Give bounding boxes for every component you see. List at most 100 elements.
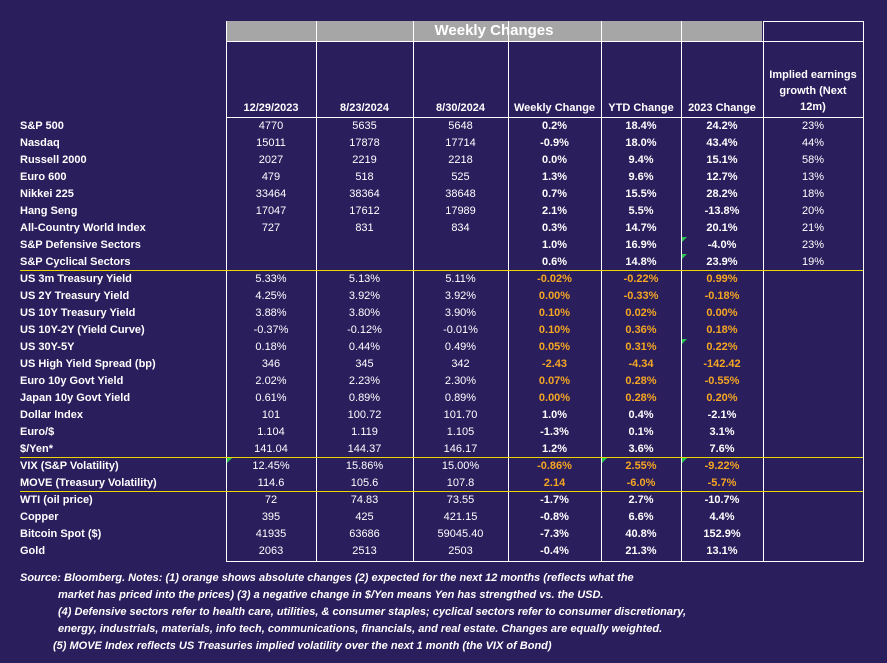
table-cell: 0.10% [538,324,571,336]
table-cell: 14.8% [625,256,657,268]
table-cell: 74.83 [350,494,379,506]
table-cell [316,237,413,254]
table-cell: 152.9% [703,528,741,540]
table-cell: 24.2% [706,120,738,132]
table-cell: 3.6% [628,443,654,455]
table-cell: 0.2% [541,120,568,132]
table-cell: 345 [355,358,374,370]
table-cell [763,475,863,492]
table-cell [763,373,863,390]
table-cell: 4.25% [255,290,287,302]
row-label: MOVE (Treasury Volatility) [20,477,157,489]
table-cell: 15.00% [441,460,480,472]
table-cell [763,322,863,339]
table-cell: 1.104 [257,426,285,438]
table-cell: 5648 [448,120,473,132]
table-cell: -2.43 [541,358,568,370]
table-cell: 3.92% [348,290,381,302]
row-label: Euro 600 [20,171,67,183]
note-line: (5) MOVE Index reflects US Treasuries im… [53,640,552,652]
table-cell: 0.49% [444,341,477,353]
note-line: energy, industrials, materials, info tec… [58,623,663,635]
row-label: Hang Seng [20,205,78,217]
row-label: Nasdaq [20,137,60,149]
table-cell: -0.37% [253,324,289,336]
row-label: Euro 10y Govt Yield [20,375,124,387]
table-cell: 0.36% [625,324,657,336]
table-cell: 23.9% [706,256,738,268]
header-divider [226,41,863,42]
table-cell: -0.12% [347,324,382,336]
table-cell: -0.8% [540,511,569,523]
table-cell: -4.34 [628,358,654,370]
column-header-implied: growth (Next [779,85,847,97]
table-cell: 101 [261,409,281,421]
table-cell [763,424,863,441]
table-cell: 15.1% [706,154,738,166]
row-label: S&P 500 [20,120,64,132]
table-cell [316,254,413,271]
table-cell: 107.8 [446,477,475,489]
column-header: YTD Change [608,102,674,114]
table-cell: 12.7% [706,171,738,183]
table-cell: 421.15 [443,511,478,523]
table-cell: 2503 [448,545,473,557]
table-cell: -9.22% [704,460,740,472]
table-cell: 1.3% [541,171,568,183]
cell-marker [602,458,607,463]
table-cell: 2.14 [543,477,566,489]
row-label: Russell 2000 [20,154,87,166]
table-cell: 15.5% [625,188,657,200]
table-cell: 3.92% [444,290,477,302]
table-cell: 0.02% [625,307,657,319]
column-header: Weekly Change [513,102,596,114]
table-title: Weekly Changes [226,21,762,41]
table-cell: 1.105 [446,426,475,438]
table-cell [763,339,863,356]
table-cell [763,271,863,288]
table-cell: 5.13% [348,273,381,285]
table-cell: 1.2% [541,443,568,455]
table-cell: 20.1% [706,222,738,234]
row-label: Bitcoin Spot ($) [20,528,102,540]
table-cell: 5.33% [255,273,287,285]
row-label: Japan 10y Govt Yield [20,392,131,404]
row-label: US High Yield Spread (bp) [20,358,156,370]
row-label: Nikkei 225 [20,188,74,200]
table-cell: 0.00% [706,307,738,319]
table-cell [763,407,863,424]
table-cell: 5.11% [445,273,476,285]
table-cell: 17612 [349,205,380,217]
table-cell: 18.0% [625,137,657,149]
table-cell: 525 [451,171,470,183]
table-cell: 3.80% [348,307,381,319]
table-cell: 72 [264,494,278,506]
table-cell: 425 [355,511,374,523]
table-cell: 33464 [255,188,287,200]
table-cell: -5.7% [707,477,737,489]
table-cell: 0.31% [625,341,657,353]
table-cell: 0.89% [444,392,477,404]
section-divider [20,270,863,271]
table-cell: 342 [451,358,470,370]
table-cell: -0.33% [623,290,659,302]
table-cell: 2063 [258,545,284,557]
table-cell: 0.05% [538,341,571,353]
table-cell [413,254,508,271]
column-header: 8/23/2024 [340,102,389,114]
table-cell: 395 [261,511,281,523]
column-header-implied: 12m) [800,101,826,113]
row-label: US 30Y-5Y [20,341,75,353]
table-cell: 114.6 [257,477,285,489]
table-cell: 0.07% [538,375,571,387]
column-divider [681,21,682,562]
table-cell: 0.20% [706,392,738,404]
table-cell: 4770 [258,120,284,132]
column-divider [508,21,509,562]
table-cell: 14.7% [625,222,657,234]
table-cell: 0.3% [541,222,568,234]
table-cell: 20% [801,205,825,217]
table-cell: 18.4% [625,120,657,132]
row-label: S&P Cyclical Sectors [20,256,131,268]
table-cell: 63686 [349,528,380,540]
